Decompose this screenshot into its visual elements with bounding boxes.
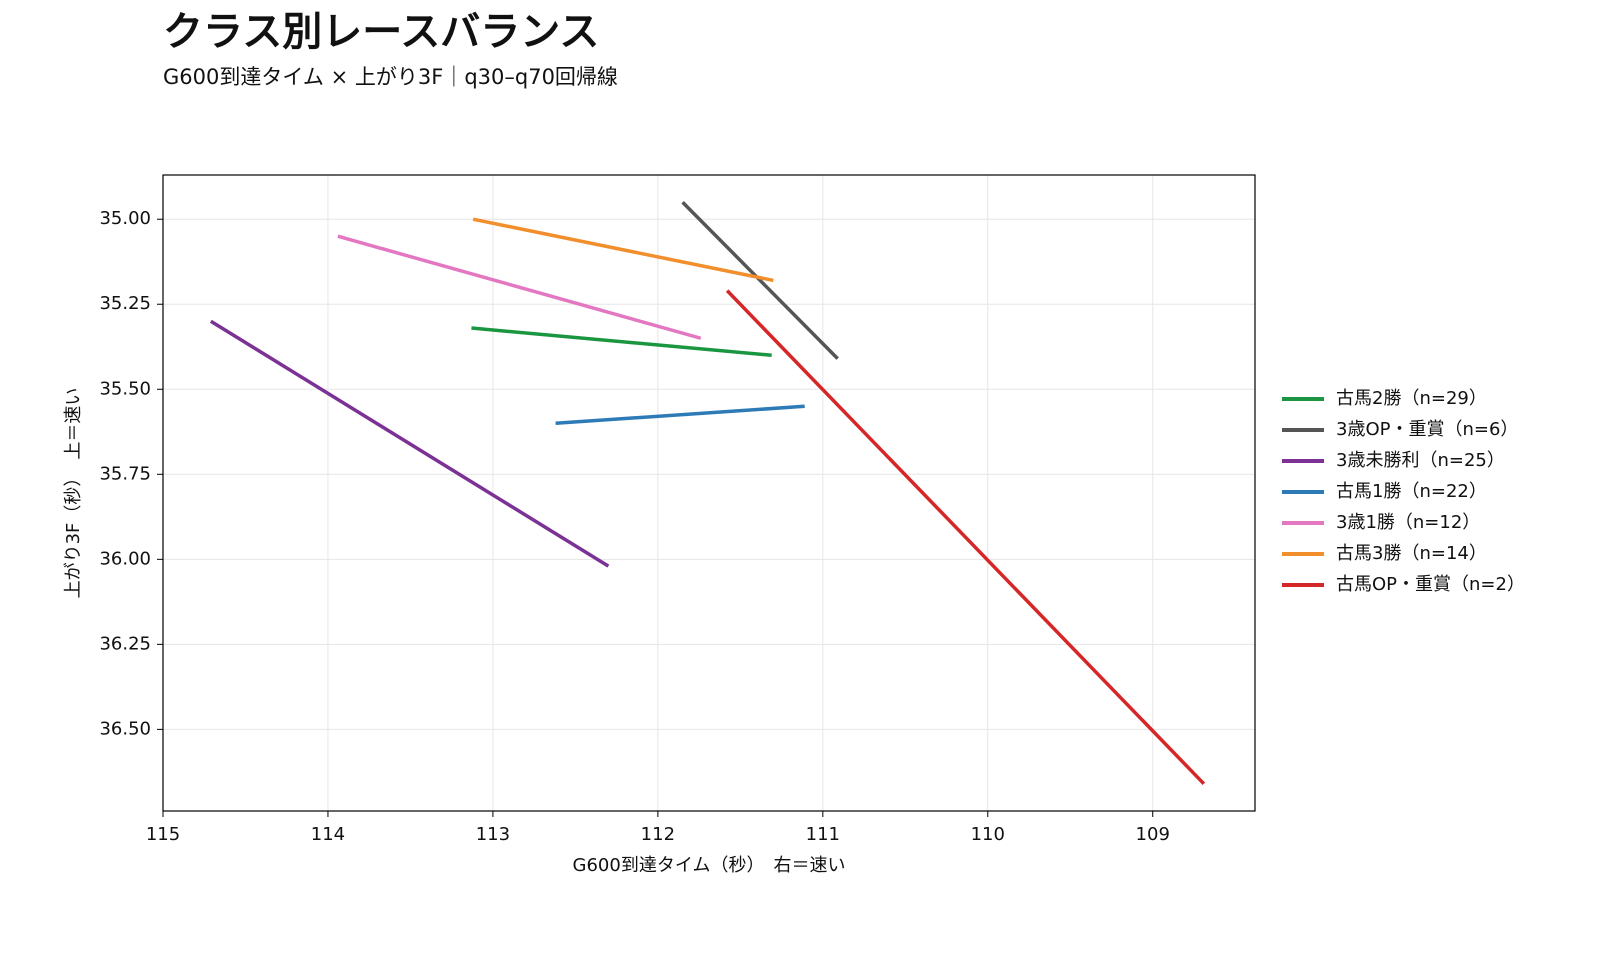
x-tick-label: 111 — [806, 824, 840, 845]
x-tick-label: 115 — [146, 824, 180, 845]
legend-label: 3歳1勝（n=12） — [1336, 512, 1480, 533]
y-tick-label: 36.50 — [99, 718, 151, 739]
x-tick-label: 109 — [1136, 824, 1170, 845]
plot-frame — [162, 174, 1256, 812]
y-tick-label: 35.50 — [99, 378, 151, 399]
x-tick-label: 112 — [641, 824, 675, 845]
y-tick-label: 35.75 — [99, 463, 151, 484]
legend-label: 古馬OP・重賞（n=2） — [1336, 574, 1525, 595]
series-line — [555, 404, 805, 426]
legend-label: 古馬2勝（n=29） — [1336, 388, 1487, 409]
series-line — [209, 319, 610, 568]
legend-label: 古馬1勝（n=22） — [1336, 481, 1487, 502]
chart-subtitle: G600到達タイム × 上がり3F｜q30–q70回帰線 — [163, 65, 618, 89]
legend-label: 3歳OP・重賞（n=6） — [1336, 419, 1518, 440]
series-line — [681, 200, 839, 360]
x-axis-label: G600到達タイム（秒） 右＝速い — [573, 855, 846, 876]
y-axis-label: 上がり3F（秒） 上＝速い — [63, 388, 84, 599]
legend-label: 3歳未勝利（n=25） — [1336, 450, 1505, 471]
series-line — [472, 217, 774, 283]
y-tick-label: 35.00 — [99, 208, 151, 229]
series-line — [471, 326, 772, 357]
y-tick-label: 36.00 — [99, 548, 151, 569]
chart-title: クラス別レースバランス — [163, 9, 599, 55]
y-tick-label: 36.25 — [99, 633, 151, 654]
x-tick-label: 110 — [971, 824, 1005, 845]
legend-label: 古馬3勝（n=14） — [1336, 543, 1487, 564]
series-line — [725, 289, 1206, 786]
y-tick-label: 35.25 — [99, 293, 151, 314]
series-line — [337, 234, 702, 340]
x-tick-label: 114 — [311, 824, 345, 845]
x-tick-label: 113 — [476, 824, 510, 845]
